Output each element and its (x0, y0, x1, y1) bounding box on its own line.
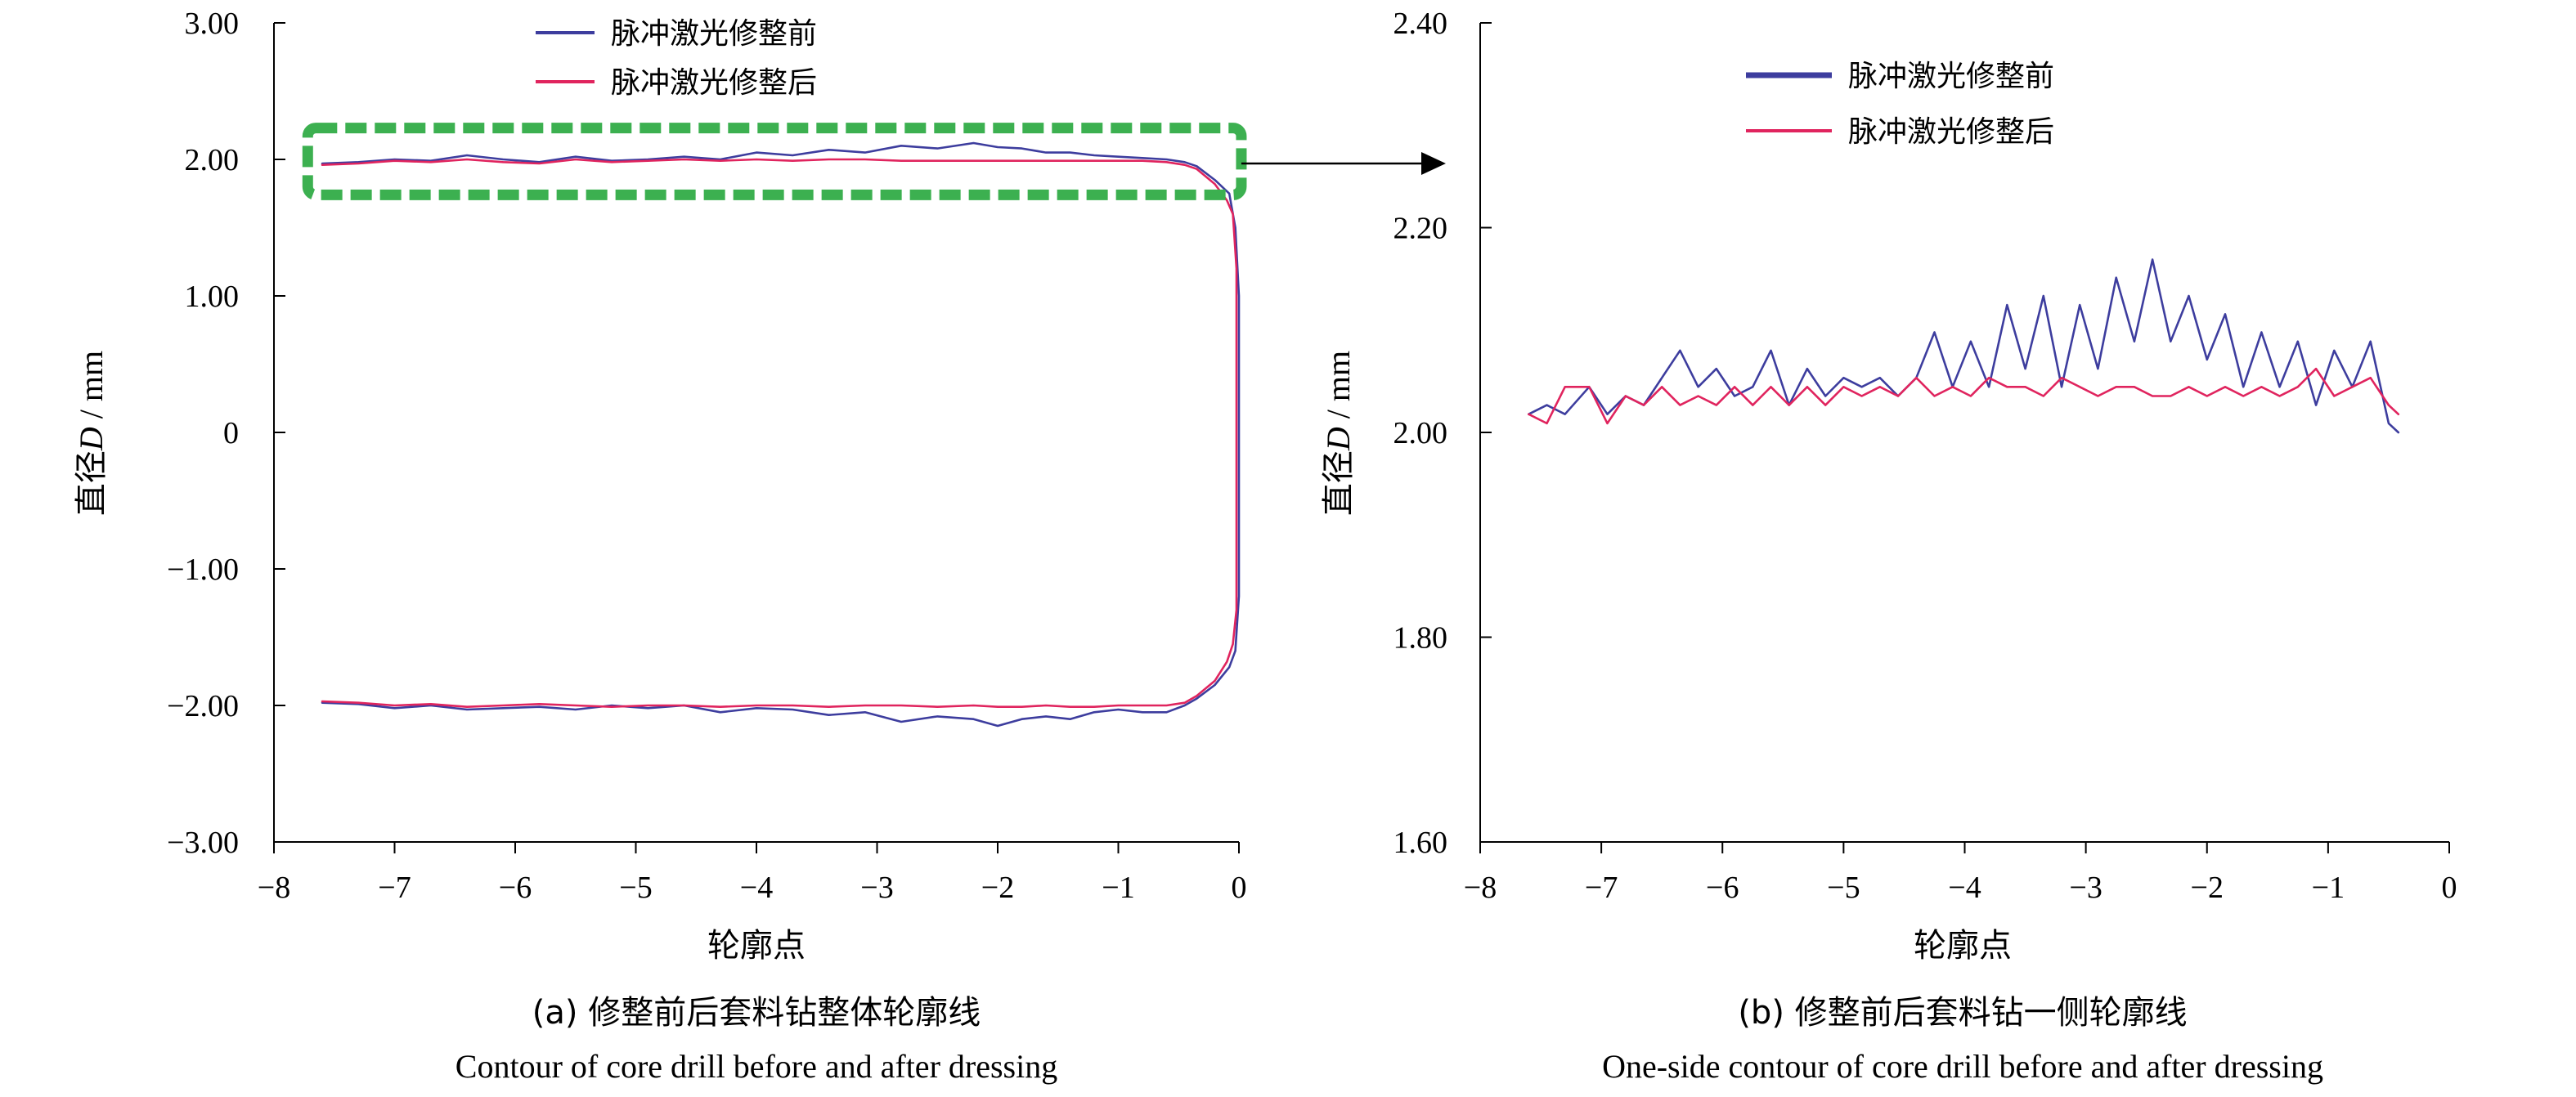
x-tick-label: −8 (258, 871, 290, 905)
caption-zh: (b) 修整前后套料钻一侧轮廓线 (1738, 994, 2187, 1032)
panel-b-one-side-chart: 2.40 2.20 2.00 1.80 1.60 −8 −7 −6 −5 −4 −3 −2 −1 0 脉冲激… (1320, 7, 2457, 1085)
y-tick-label: 1.80 (1393, 621, 1448, 656)
x-tick-label: −2 (981, 871, 1014, 905)
arrow-head (1421, 152, 1446, 176)
y-tick-label: 2.40 (1393, 7, 1448, 41)
series-line-before (321, 141, 1241, 728)
y-axis-label-var: D (1320, 427, 1357, 451)
y-tick-label: 1.60 (1393, 826, 1448, 860)
caption-en: One-side contour of core drill before an… (1602, 1048, 2323, 1085)
x-tick-label: −3 (860, 871, 893, 905)
y-axis-label-unit: / mm (1320, 351, 1357, 419)
y-tick-label: −1.00 (167, 553, 239, 587)
y-tick-label: 2.00 (185, 143, 240, 177)
highlight-dashed-box (302, 123, 1247, 200)
series-line-before (1528, 258, 2400, 434)
series-line-after (1528, 367, 2400, 425)
y-tick-label: 2.20 (1393, 212, 1448, 246)
caption-zh: (a) 修整前后套料钻整体轮廓线 (532, 994, 981, 1032)
y-tick-label: −2.00 (167, 689, 239, 723)
y-axis-label-unit: / mm (73, 351, 110, 419)
x-axis-label: 轮廓点 (707, 927, 806, 965)
x-tick-label: 0 (2442, 871, 2457, 905)
legend-label: 脉冲激光修整后 (611, 66, 817, 100)
y-tick-label: 2.00 (1393, 416, 1448, 450)
y-tick-label: 1.00 (185, 280, 240, 314)
legend-label: 脉冲激光修整前 (611, 17, 817, 51)
x-tick-label: −2 (2191, 871, 2224, 905)
panel-a-contour-chart: 3.00 2.00 1.00 0 −1.00 −2.00 −3.00 −8 −7 −6 −5 −4 −3… (73, 7, 1446, 1085)
series-line-after (321, 158, 1238, 709)
y-axis-label-prefix: 直径 (1320, 450, 1358, 516)
x-tick-label: 0 (1232, 871, 1247, 905)
legend-label: 脉冲激光修整后 (1848, 115, 2054, 149)
x-tick-label: −5 (1827, 871, 1860, 905)
y-axis-label: 直径D / mm (1320, 351, 1358, 516)
x-tick-label: −7 (1585, 871, 1618, 905)
x-tick-label: −4 (740, 871, 773, 905)
x-tick-label: −5 (619, 871, 652, 905)
x-tick-label: −4 (1948, 871, 1981, 905)
y-axis-label: 直径D / mm (73, 351, 110, 516)
y-axis-label-prefix: 直径 (73, 450, 110, 516)
x-tick-label: −3 (2069, 871, 2102, 905)
y-tick-label: −3.00 (167, 826, 239, 860)
x-tick-label: −6 (1706, 871, 1739, 905)
caption-en: Contour of core drill before and after d… (456, 1048, 1057, 1085)
x-tick-label: −8 (1464, 871, 1497, 905)
y-tick-label: 0 (223, 416, 239, 450)
x-tick-label: −1 (1102, 871, 1134, 905)
y-axis-label-var: D (73, 427, 110, 451)
x-axis-label: 轮廓点 (1914, 927, 2012, 965)
y-tick-label: 3.00 (185, 7, 240, 41)
x-tick-label: −6 (499, 871, 532, 905)
x-tick-label: −1 (2312, 871, 2345, 905)
legend-label: 脉冲激光修整前 (1848, 60, 2054, 93)
x-tick-label: −7 (378, 871, 411, 905)
